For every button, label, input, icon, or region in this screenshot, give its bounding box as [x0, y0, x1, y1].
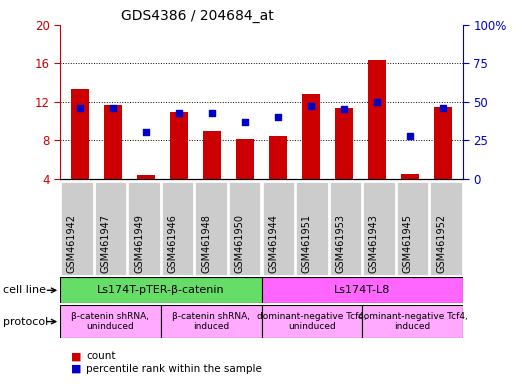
- Point: [439, 105, 447, 111]
- Bar: [137, 175, 155, 179]
- Bar: [434, 107, 452, 179]
- Text: dominant-negative Tcf4,
induced: dominant-negative Tcf4, induced: [358, 312, 468, 331]
- Text: percentile rank within the sample: percentile rank within the sample: [86, 364, 262, 374]
- Point: [340, 106, 348, 113]
- Bar: [368, 61, 386, 179]
- Bar: [161, 305, 262, 338]
- Bar: [269, 136, 287, 179]
- Text: count: count: [86, 351, 116, 361]
- Point: [406, 132, 414, 139]
- Text: ■: ■: [71, 364, 81, 374]
- Bar: [71, 89, 89, 179]
- Bar: [335, 109, 353, 179]
- Bar: [60, 305, 161, 338]
- Bar: [203, 131, 221, 179]
- Text: GSM461953: GSM461953: [335, 214, 345, 273]
- Bar: [104, 105, 122, 179]
- Bar: [170, 113, 188, 179]
- Text: GSM461946: GSM461946: [167, 214, 178, 273]
- Text: GSM461947: GSM461947: [100, 214, 110, 273]
- Point: [208, 109, 216, 116]
- Text: GSM461949: GSM461949: [134, 214, 144, 273]
- Text: Ls174T-pTER-β-catenin: Ls174T-pTER-β-catenin: [97, 285, 225, 295]
- Text: ■: ■: [71, 351, 81, 361]
- Text: β-catenin shRNA,
induced: β-catenin shRNA, induced: [172, 312, 250, 331]
- Point: [373, 99, 381, 105]
- Point: [274, 114, 282, 120]
- Text: dominant-negative Tcf4,
uninduced: dominant-negative Tcf4, uninduced: [257, 312, 367, 331]
- Text: β-catenin shRNA,
uninduced: β-catenin shRNA, uninduced: [72, 312, 150, 331]
- Text: GSM461950: GSM461950: [235, 214, 245, 273]
- Bar: [262, 277, 463, 303]
- Text: GSM461951: GSM461951: [302, 214, 312, 273]
- Point: [241, 119, 249, 125]
- Point: [76, 105, 84, 111]
- Text: GDS4386 / 204684_at: GDS4386 / 204684_at: [120, 8, 274, 23]
- Text: GSM461945: GSM461945: [403, 214, 413, 273]
- Point: [175, 109, 183, 116]
- Bar: [401, 174, 419, 179]
- Text: GSM461944: GSM461944: [268, 214, 278, 273]
- Text: protocol: protocol: [3, 316, 48, 327]
- Bar: [362, 305, 463, 338]
- Text: GSM461942: GSM461942: [67, 214, 77, 273]
- Point: [307, 103, 315, 109]
- Text: GSM461952: GSM461952: [436, 214, 446, 273]
- Bar: [262, 305, 362, 338]
- Text: cell line: cell line: [3, 285, 46, 295]
- Point: [142, 129, 150, 136]
- Text: GSM461943: GSM461943: [369, 214, 379, 273]
- Bar: [236, 139, 254, 179]
- Text: GSM461948: GSM461948: [201, 214, 211, 273]
- Bar: [302, 94, 320, 179]
- Bar: [60, 277, 262, 303]
- Point: [109, 105, 117, 111]
- Text: Ls174T-L8: Ls174T-L8: [334, 285, 390, 295]
